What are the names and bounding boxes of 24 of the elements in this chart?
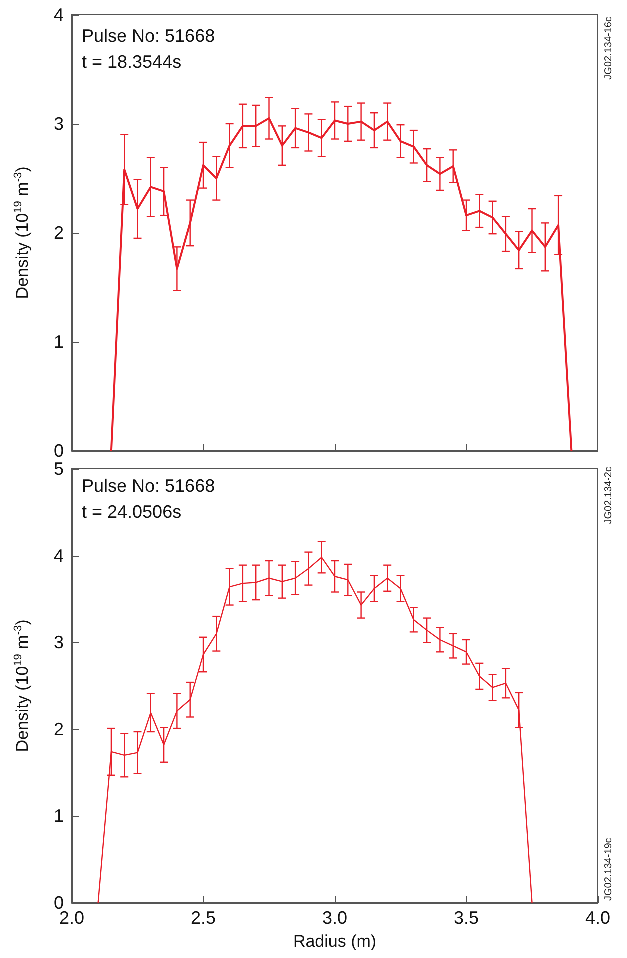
x-tick-label: 2.5 [190,908,216,928]
annotation: t = 24.0506s [82,502,182,522]
y-axis-title: Density (1019 m-3) [12,620,32,752]
y-tick-label: 2 [54,719,64,740]
annotation: Pulse No: 51668 [82,26,216,46]
x-axis-title: Radius (m) [293,932,377,951]
x-tick-label: 4.0 [585,908,611,928]
y-tick-label: 3 [54,632,64,653]
text: JG02.134-16c [604,17,614,80]
x-tick-label: 3.0 [322,908,348,928]
annotation: t = 18.3544s [82,52,182,72]
y-tick-label: 4 [54,5,64,25]
text: JG02.134-19c [604,838,614,901]
y-tick-label: 1 [54,806,64,826]
y-axis-title: Density (1019 m-3) [12,166,32,300]
y-tick-label: 0 [54,441,64,461]
text: JG02.134-2c [604,467,614,524]
y-tick-label: 2 [54,223,64,243]
y-tick-label: 5 [54,459,64,479]
y-tick-label: 1 [54,332,64,352]
y-tick-label: 4 [54,546,64,566]
annotation: Pulse No: 51668 [82,476,216,496]
x-tick-label: 3.5 [454,908,480,928]
y-tick-label: 3 [54,114,64,134]
